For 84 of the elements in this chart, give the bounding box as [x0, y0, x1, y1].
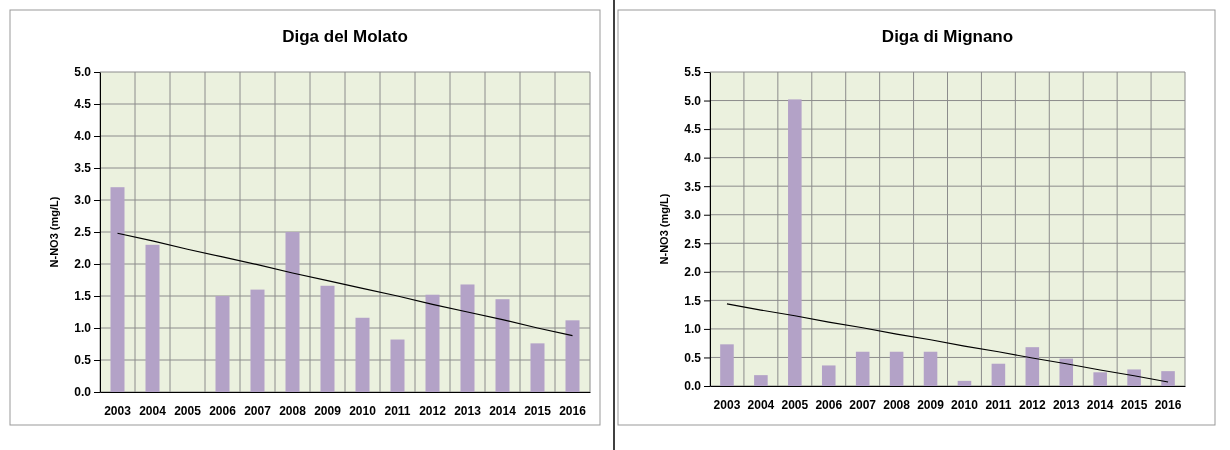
bar [355, 317, 370, 392]
bar [110, 187, 125, 392]
x-tick-label: 2013 [454, 403, 482, 418]
x-tick-label: 2004 [747, 397, 775, 412]
y-tick-label: 0.5 [74, 353, 92, 368]
bar [1059, 358, 1074, 386]
y-tick-label: 1.5 [684, 293, 702, 308]
y-tick-label: 2.0 [74, 257, 92, 272]
bar [754, 375, 768, 386]
x-tick-label: 2016 [1154, 397, 1182, 412]
x-tick-label: 2014 [1086, 397, 1114, 412]
y-tick-label: 0.0 [684, 379, 702, 394]
x-tick-label: 2009 [917, 397, 945, 412]
bar [145, 244, 160, 392]
line-series [726, 303, 1169, 383]
bar [460, 284, 475, 392]
y-tick-label: 3.0 [684, 208, 702, 223]
y-tick-label: 4.5 [684, 122, 702, 137]
y-tick-label: 5.0 [74, 65, 92, 80]
x-tick-label: 2005 [174, 403, 202, 418]
bar [1161, 371, 1175, 386]
x-tick-label: 2013 [1052, 397, 1080, 412]
x-tick-label: 2006 [209, 403, 237, 418]
y-tick-label: 3.5 [74, 161, 92, 176]
bar [923, 351, 938, 386]
bar [991, 363, 1006, 386]
x-tick-label: 2007 [849, 397, 877, 412]
x-tick-label: 2008 [279, 403, 307, 418]
bar [320, 285, 335, 392]
x-tick-label: 2011 [384, 403, 411, 418]
y-tick-label: 2.5 [684, 236, 702, 251]
bar [788, 99, 802, 386]
bar [1127, 369, 1141, 386]
bar [390, 339, 405, 392]
x-tick-label: 2009 [314, 403, 342, 418]
bar [285, 232, 300, 392]
bar [425, 294, 440, 392]
bar [565, 320, 580, 392]
x-tick-label: 2016 [559, 403, 587, 418]
x-tick-label: 2005 [781, 397, 809, 412]
bar [821, 365, 836, 386]
bar [957, 380, 972, 386]
bar [720, 344, 734, 386]
y-tick-label: 2.5 [74, 225, 92, 240]
y-axis-title: N-NO3 (mg/L) [658, 193, 670, 265]
bar [1093, 372, 1107, 386]
y-tick-label: 1.5 [74, 289, 92, 304]
bar [1025, 347, 1040, 386]
x-tick-label: 2014 [489, 403, 517, 418]
x-tick-label: 2015 [1120, 397, 1148, 412]
x-tick-label: 2012 [419, 403, 447, 418]
y-tick-label: 5.0 [684, 93, 702, 108]
bar [215, 296, 230, 392]
y-tick-label: 4.5 [74, 97, 92, 112]
x-tick-label: 2007 [244, 403, 272, 418]
bar [530, 343, 545, 392]
bar [889, 351, 904, 386]
x-tick-label: 2006 [815, 397, 843, 412]
bar [495, 299, 510, 392]
bar [250, 289, 265, 392]
bar [855, 351, 870, 386]
y-axis-title: N-NO3 (mg/L) [48, 196, 60, 268]
x-tick-label: 2003 [104, 403, 132, 418]
y-tick-label: 0.0 [74, 385, 92, 400]
y-tick-label: 5.5 [684, 65, 702, 80]
x-tick-label: 2003 [713, 397, 741, 412]
x-tick-label: 2011 [985, 397, 1012, 412]
x-tick-label: 2004 [139, 403, 167, 418]
y-tick-label: 4.0 [74, 129, 92, 144]
y-tick-label: 3.5 [684, 179, 702, 194]
x-tick-label: 2008 [883, 397, 911, 412]
y-tick-label: 4.0 [684, 150, 702, 165]
x-tick-label: 2015 [524, 403, 552, 418]
y-tick-label: 3.0 [74, 193, 92, 208]
y-tick-label: 2.0 [684, 265, 702, 280]
x-tick-label: 2010 [349, 403, 377, 418]
y-tick-label: 1.0 [74, 321, 92, 336]
x-tick-label: 2010 [951, 397, 979, 412]
y-tick-label: 0.5 [684, 350, 702, 365]
chart-title: Diga di Mignano [881, 27, 1014, 46]
chart-title: Diga del Molato [282, 27, 408, 46]
y-tick-label: 1.0 [684, 322, 702, 337]
line-series [116, 232, 574, 337]
x-tick-label: 2012 [1018, 397, 1046, 412]
